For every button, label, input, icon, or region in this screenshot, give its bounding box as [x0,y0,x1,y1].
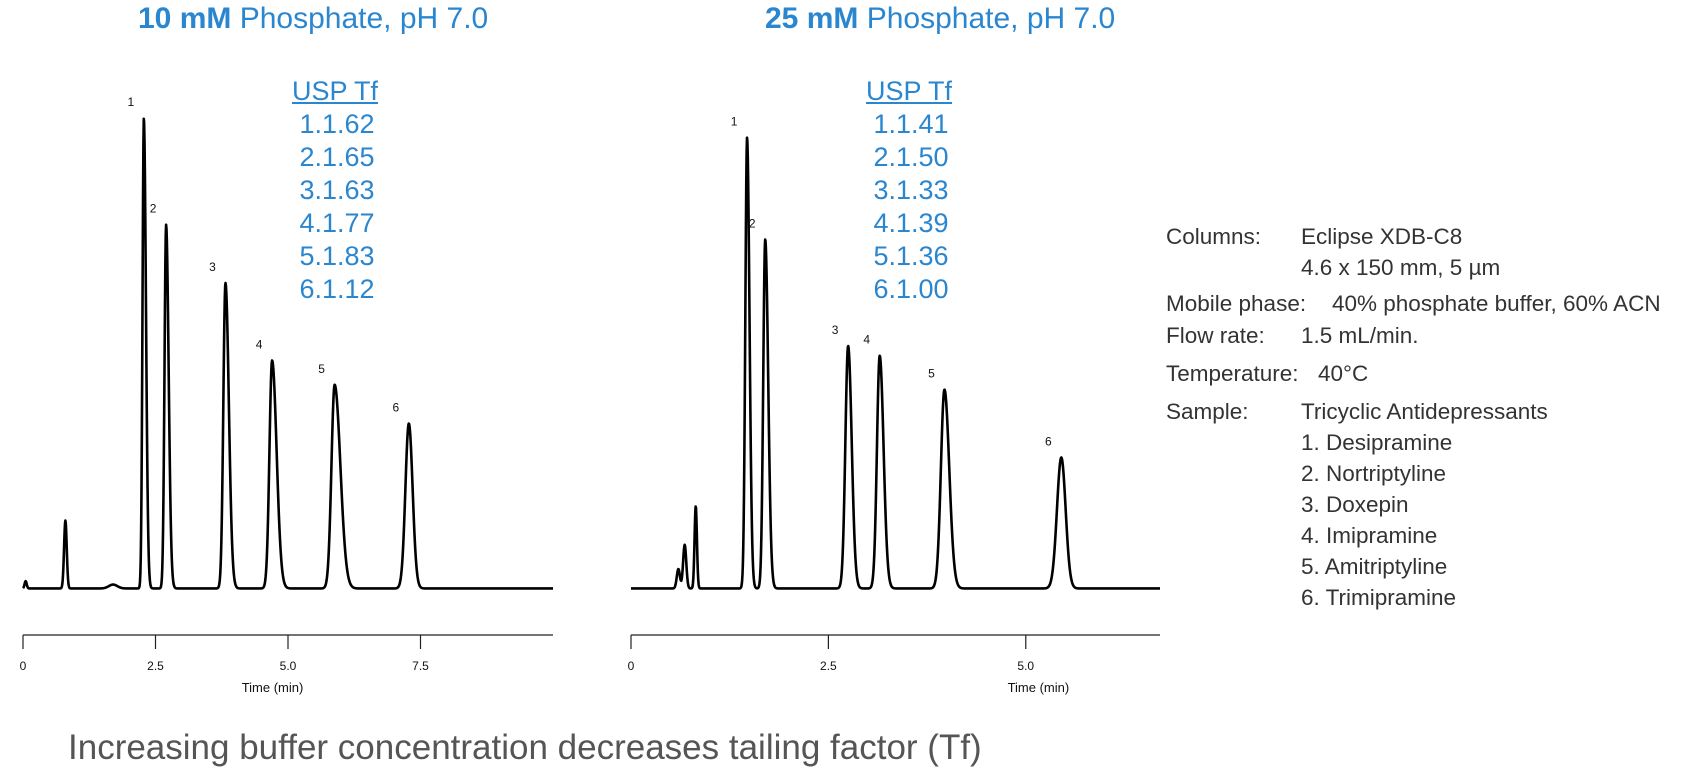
panel-1-title-bold: 10 mM [138,2,232,35]
panel-1-title: 10 mM Phosphate, pH 7.0 [138,2,488,36]
panel-2-title-rest: Phosphate, pH 7.0 [858,2,1116,35]
chromatogram-trace-2 [630,136,1161,590]
slide-caption: Increasing buffer concentration decrease… [68,728,982,767]
x-tick-label: 7.5 [412,659,429,673]
panel-1-tf-header: USP Tf [292,76,379,106]
peak-label-6: 6 [1045,435,1052,449]
peak-label-3: 3 [209,260,216,274]
x-axis-title: Time (min) [1008,680,1070,695]
peak-label-6: 6 [392,401,399,415]
peak-label-2: 2 [150,202,157,216]
panel-2-title: 25 mM Phosphate, pH 7.0 [765,2,1115,36]
panel-2-tf-table: USP Tf 1.1.41 2.1.50 3.1.33 4.1.39 5.1.3… [866,75,952,306]
x-axis-title: Time (min) [242,680,304,695]
panel-2-tf-header: USP Tf [866,76,953,106]
tf-row: 2.1.65 [299,142,375,172]
tf-row: 3.1.33 [873,175,949,205]
panel-2-title-bold: 25 mM [765,2,859,35]
tf-row: 1.1.62 [299,109,375,139]
peak-label-1: 1 [127,95,134,109]
x-tick-label: 2.5 [820,659,837,673]
tf-row: 4.1.77 [299,208,375,238]
x-tick-label: 0 [628,659,635,673]
peak-label-4: 4 [863,333,870,347]
tf-row: 4.1.39 [873,208,949,238]
tf-row: 1.1.41 [873,109,949,139]
panel-1-title-rest: Phosphate, pH 7.0 [231,2,489,35]
tf-row: 5.1.83 [299,241,375,271]
chromatogram-trace-1 [22,117,554,590]
x-tick-label: 5.0 [1017,659,1034,673]
tf-row: 2.1.50 [873,142,949,172]
tf-row: 3.1.63 [299,175,375,205]
x-tick-label: 0 [20,659,27,673]
tf-row: 6.1.00 [873,274,949,304]
tf-row: 5.1.36 [873,241,949,271]
peak-label-5: 5 [318,362,325,376]
peak-label-4: 4 [256,338,263,352]
peak-label-3: 3 [832,323,839,337]
peak-label-2: 2 [749,216,756,230]
tf-row: 6.1.12 [299,274,375,304]
peak-label-5: 5 [928,367,935,381]
x-tick-label: 5.0 [280,659,297,673]
peak-label-1: 1 [731,114,738,128]
panel-1-tf-table: USP Tf 1.1.62 2.1.65 3.1.63 4.1.77 5.1.8… [292,75,378,306]
x-tick-label: 2.5 [147,659,164,673]
